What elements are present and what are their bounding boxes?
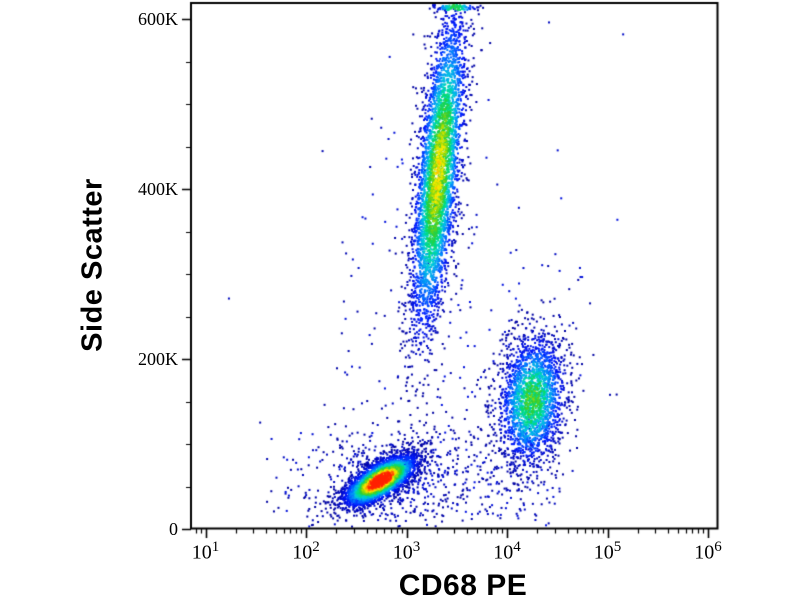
y-axis-title: Side Scatter <box>76 178 109 352</box>
x-axis-title: CD68 PE <box>398 569 528 602</box>
